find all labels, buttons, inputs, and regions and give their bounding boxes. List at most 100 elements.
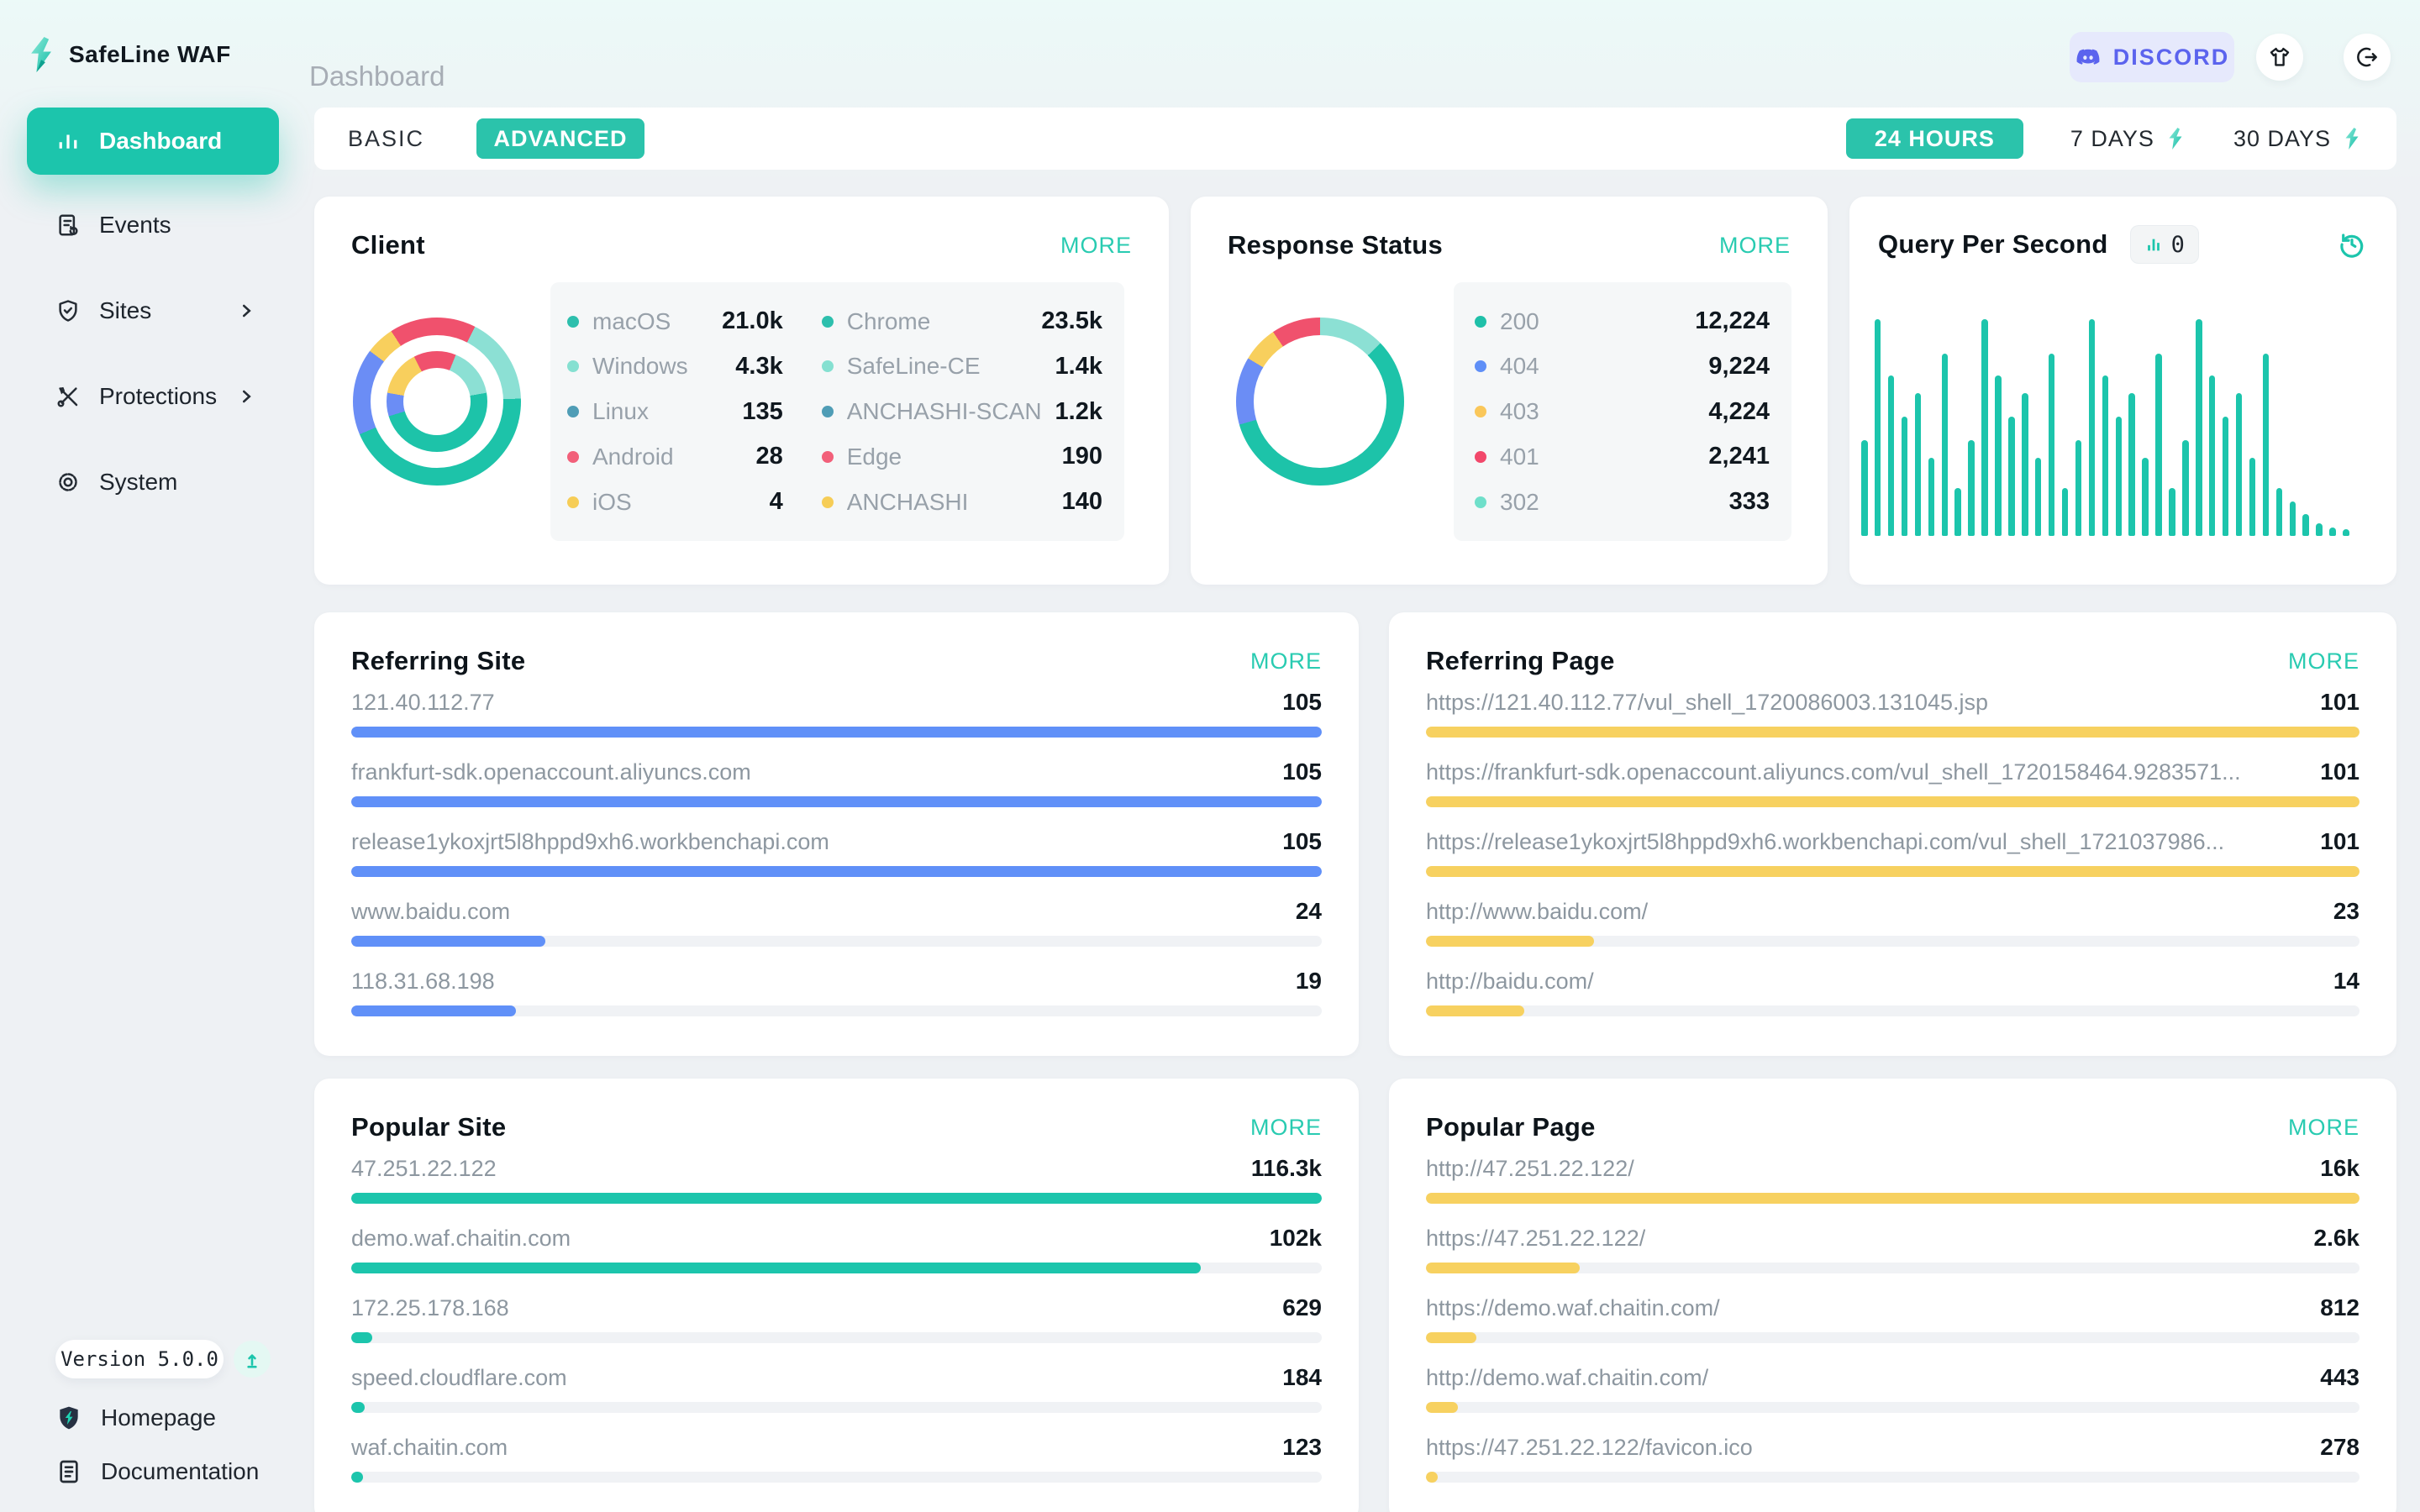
legend-dot bbox=[567, 360, 579, 373]
legend-value: 4.3k bbox=[735, 352, 783, 380]
qps-bar bbox=[2022, 392, 2028, 536]
stat-bar-track bbox=[351, 936, 1322, 947]
qps-bar bbox=[2262, 354, 2270, 536]
qps-bar bbox=[1901, 417, 1908, 536]
stat-label: speed.cloudflare.com bbox=[351, 1364, 567, 1390]
stat-value: 19 bbox=[1295, 968, 1322, 994]
stat-value: 102k bbox=[1269, 1225, 1322, 1251]
referring-page-rows: https://121.40.112.77/vul_shell_17200860… bbox=[1389, 676, 2396, 1016]
stat-value: 2.6k bbox=[2313, 1225, 2360, 1251]
discord-button[interactable]: DISCORD bbox=[2070, 32, 2234, 82]
stat-value: 184 bbox=[1282, 1364, 1322, 1390]
version-badge[interactable]: Version 5.0.0 bbox=[55, 1340, 224, 1378]
sidebar-item-label: Sites bbox=[99, 297, 152, 323]
qps-bar bbox=[2302, 514, 2309, 536]
legend-value: 4,224 bbox=[1708, 397, 1770, 425]
stat-row: https://47.251.22.122/2.6k bbox=[1426, 1224, 2360, 1273]
sidebar-item-system[interactable]: System bbox=[27, 455, 279, 509]
logout-icon bbox=[2354, 45, 2380, 70]
range-7-days[interactable]: 7 DAYS bbox=[2070, 126, 2186, 152]
theme-button[interactable] bbox=[2256, 34, 2303, 81]
tools-icon bbox=[55, 384, 81, 409]
legend-item: 403 4,224 bbox=[1475, 398, 1770, 426]
stat-bar-fill bbox=[351, 1005, 517, 1016]
more-link[interactable]: MORE bbox=[1250, 1114, 1322, 1140]
stat-label: https://47.251.22.122/ bbox=[1426, 1225, 1646, 1251]
legend-item: 200 12,224 bbox=[1475, 307, 1770, 335]
legend-value: 21.0k bbox=[722, 307, 783, 334]
stat-value: 101 bbox=[2320, 689, 2360, 715]
legend-value: 9,224 bbox=[1708, 352, 1770, 380]
legend-item: 401 2,241 bbox=[1475, 443, 1770, 470]
legend-item: Edge 190 bbox=[821, 443, 1102, 470]
qps-bar bbox=[2208, 375, 2216, 536]
logout-button[interactable] bbox=[2344, 34, 2391, 81]
stat-row: 47.251.22.122 116.3k bbox=[351, 1154, 1322, 1204]
stat-value: 16k bbox=[2320, 1155, 2360, 1181]
stat-label: https://frankfurt-sdk.openaccount.aliyun… bbox=[1426, 759, 2241, 785]
legend-dot bbox=[567, 496, 579, 508]
stat-bar-track bbox=[1426, 1005, 2360, 1016]
qps-card: Query Per Second 0 bbox=[1849, 197, 2396, 585]
legend-dot bbox=[821, 406, 834, 417]
stat-value: 101 bbox=[2320, 828, 2360, 854]
stat-bar-track bbox=[1426, 1402, 2360, 1413]
stat-row: https://frankfurt-sdk.openaccount.aliyun… bbox=[1426, 758, 2360, 807]
brand: SafeLine WAF bbox=[27, 37, 231, 72]
stat-label: www.baidu.com bbox=[351, 898, 511, 924]
stat-row: release1ykoxjrt5l8hppd9xh6.workbenchapi.… bbox=[351, 827, 1322, 877]
stat-bar-fill bbox=[1426, 796, 2360, 807]
history-icon[interactable] bbox=[2336, 228, 2368, 260]
qps-bar bbox=[1968, 440, 1975, 536]
popular-page-rows: http://47.251.22.122/16k https://47.251.2… bbox=[1389, 1142, 2396, 1483]
qps-bar bbox=[2316, 522, 2323, 536]
legend-dot bbox=[821, 496, 834, 508]
legend-label: 302 bbox=[1500, 488, 1539, 515]
bar-chart-icon bbox=[55, 129, 81, 154]
legend-value: 140 bbox=[1061, 488, 1102, 515]
tab-advanced[interactable]: ADVANCED bbox=[476, 118, 645, 159]
legend-item: SafeLine-CE 1.4k bbox=[821, 353, 1102, 381]
sidebar-link-homepage[interactable]: Homepage bbox=[55, 1404, 216, 1431]
more-link[interactable]: MORE bbox=[1719, 232, 1791, 258]
stat-label: 118.31.68.198 bbox=[351, 968, 495, 994]
qps-bar bbox=[2289, 501, 2296, 536]
stat-value: 105 bbox=[1282, 759, 1322, 785]
more-link[interactable]: MORE bbox=[2288, 648, 2360, 674]
stat-label: frankfurt-sdk.openaccount.aliyuncs.com bbox=[351, 759, 751, 785]
more-link[interactable]: MORE bbox=[2288, 1114, 2360, 1140]
stat-bar-fill bbox=[1426, 1332, 1476, 1343]
qps-bar bbox=[2249, 458, 2256, 536]
range-30-days[interactable]: 30 DAYS bbox=[2233, 126, 2363, 152]
stat-bar-fill bbox=[351, 1472, 363, 1483]
more-link[interactable]: MORE bbox=[1250, 648, 1322, 674]
shield-check-icon bbox=[55, 298, 81, 323]
range-24-hours[interactable]: 24 HOURS bbox=[1845, 118, 2023, 159]
sidebar-item-dashboard[interactable]: Dashboard bbox=[27, 108, 279, 175]
legend-os-column: macOS 21.0k Windows 4.3k Linux 135 Android 28 iO… bbox=[567, 307, 783, 516]
lightning-icon bbox=[2169, 128, 2182, 150]
stat-value: 123 bbox=[1282, 1434, 1322, 1460]
stat-row: frankfurt-sdk.openaccount.aliyuncs.com 10… bbox=[351, 758, 1322, 807]
stat-bar-fill bbox=[351, 727, 1322, 738]
range-label: 30 DAYS bbox=[2233, 125, 2331, 151]
stat-bar-track bbox=[351, 727, 1322, 738]
more-link[interactable]: MORE bbox=[1060, 232, 1132, 258]
sidebar-link-documentation[interactable]: Documentation bbox=[55, 1458, 259, 1485]
legend-item: ANCHASHI 140 bbox=[821, 488, 1102, 516]
qps-bar bbox=[1874, 319, 1881, 536]
tab-basic[interactable]: BASIC bbox=[348, 125, 425, 151]
range-group: 24 HOURS 7 DAYS 30 DAYS bbox=[1845, 118, 2363, 159]
stat-bar-track bbox=[351, 1263, 1322, 1273]
discord-label: DISCORD bbox=[2112, 44, 2230, 70]
card-title: Client bbox=[351, 230, 425, 260]
card-title: Popular Site bbox=[351, 1112, 507, 1142]
stat-bar-track bbox=[351, 1193, 1322, 1204]
upgrade-icon[interactable] bbox=[234, 1341, 271, 1378]
legend-dot bbox=[567, 315, 579, 328]
sidebar-item-sites[interactable]: Sites bbox=[27, 284, 279, 338]
sidebar-item-protections[interactable]: Protections bbox=[27, 370, 279, 423]
sidebar-item-events[interactable]: Events bbox=[27, 198, 279, 252]
card-title: Popular Page bbox=[1426, 1112, 1596, 1142]
qps-bar bbox=[2061, 488, 2069, 536]
